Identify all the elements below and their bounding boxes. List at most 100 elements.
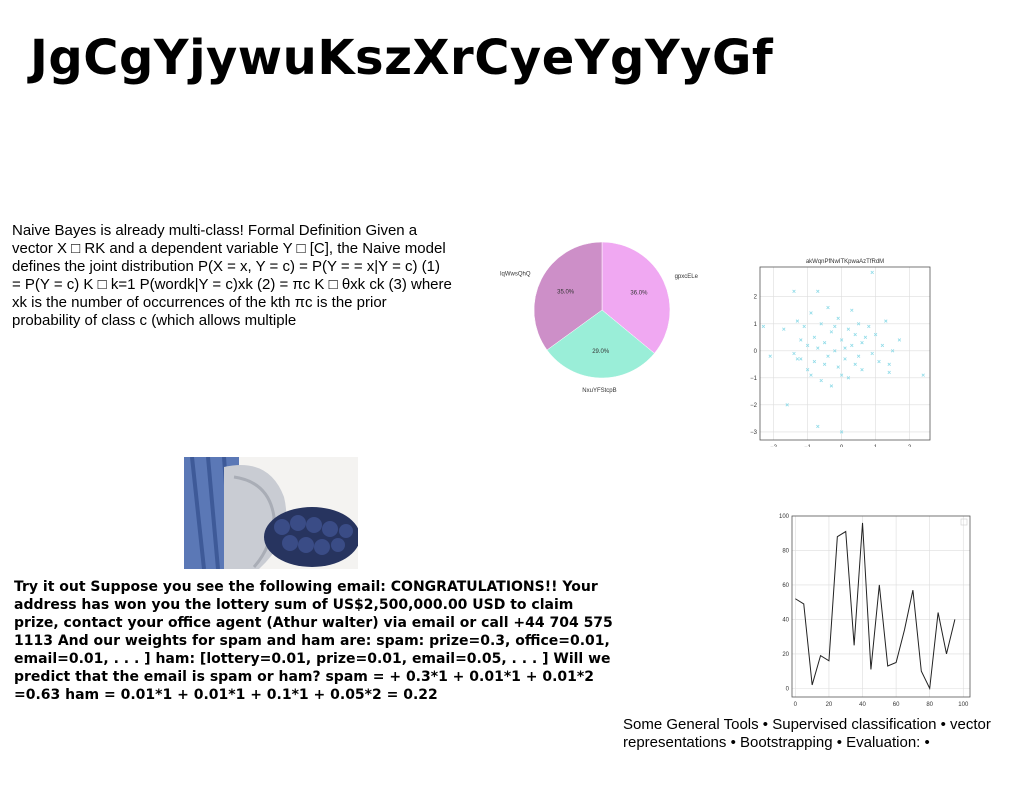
x-tick-label: −2 <box>770 445 778 447</box>
scatter-point <box>805 368 810 372</box>
y-tick-label: −3 <box>750 430 758 436</box>
scatter-point <box>836 365 840 369</box>
scatter-point <box>833 349 837 353</box>
scatter-chart: akWqnPfNwITKpwaAzTfRdM −2 −1 0 1 2 −3 −2 −1 0 1 2 <box>750 259 931 447</box>
scatter-point <box>846 327 851 331</box>
pie-category-label: gpxcELe <box>675 274 699 280</box>
scatter-point <box>799 338 803 342</box>
y-tick-label: 60 <box>782 583 789 589</box>
x-tick-label: −1 <box>804 445 812 447</box>
scatter-point <box>853 332 857 337</box>
pie-value-label: 35.0% <box>557 289 575 295</box>
scatter-point <box>856 322 861 326</box>
scatter-point <box>768 354 772 358</box>
scatter-point <box>822 341 827 345</box>
x-tick-label: 40 <box>859 702 866 708</box>
scatter-point <box>839 373 844 377</box>
scatter-point <box>829 384 834 388</box>
y-tick-label: −1 <box>750 376 758 382</box>
scatter-point <box>853 362 857 366</box>
series-line <box>795 522 956 691</box>
scatter-point <box>805 343 810 348</box>
pie-slice <box>546 309 655 379</box>
scatter-point <box>856 354 861 358</box>
scatter-point <box>833 324 837 329</box>
y-tick-label: 20 <box>782 652 789 658</box>
line-chart: 0 20 40 60 80 100 0 20 40 60 80 100 <box>779 514 971 708</box>
spam-example-paragraph: Try it out Suppose you see the following… <box>14 579 613 703</box>
scatter-point <box>809 311 813 315</box>
scatter-point <box>877 359 881 364</box>
y-tick-label: 40 <box>782 617 789 623</box>
pie-category-label: lqWwsQhQ <box>500 272 531 278</box>
scatter-point <box>850 308 854 312</box>
slide-title: JgCgYjywuKszXrCyeYgYyGf <box>30 30 774 86</box>
scatter-point <box>812 335 817 339</box>
scatter-point <box>839 338 844 342</box>
scatter-point <box>870 270 874 275</box>
scatter-point <box>873 332 878 337</box>
x-tick-label: 2 <box>908 445 912 447</box>
scatter-point <box>761 324 766 329</box>
scarf-image <box>184 457 358 569</box>
y-tick-label: 80 <box>782 548 789 554</box>
scatter-point <box>890 349 895 353</box>
scatter-point <box>826 354 830 358</box>
pie-category-label: NxuYFStcpB <box>582 388 616 394</box>
general-tools-paragraph: Some General Tools • Supervised classifi… <box>623 716 991 751</box>
scatter-point <box>880 343 885 348</box>
pie-slice <box>533 241 603 351</box>
y-tick-label: −2 <box>750 403 758 409</box>
scatter-point <box>897 338 902 342</box>
scatter-point <box>860 341 864 345</box>
y-tick-label: 100 <box>779 514 790 520</box>
pie-chart: 36.0% gpxcELe 29.0% NxuYFStcpB 35.0% lqWwsQhQ <box>500 241 699 394</box>
scatter-point <box>887 362 891 366</box>
scatter-point <box>792 289 796 294</box>
pie-value-label: 36.0% <box>630 291 648 297</box>
scatter-frame <box>759 266 931 441</box>
scatter-point <box>884 319 888 323</box>
scatter-point <box>839 430 844 434</box>
scatter-point <box>816 424 820 429</box>
scatter-point <box>809 373 813 377</box>
scatter-point <box>795 357 800 361</box>
scatter-point <box>921 373 925 377</box>
line-frame <box>791 515 971 698</box>
scatter-point <box>822 362 827 366</box>
scatter-point <box>799 357 803 361</box>
scatter-point <box>816 346 820 350</box>
scatter-point <box>870 351 874 356</box>
x-tick-label: 20 <box>826 702 833 708</box>
scatter-point <box>836 316 840 321</box>
scatter-point <box>802 324 806 329</box>
scatter-title: akWqnPfNwITKpwaAzTfRdM <box>806 259 884 265</box>
x-tick-label: 0 <box>840 445 844 447</box>
legend-box <box>960 518 968 526</box>
y-tick-label: 1 <box>754 322 758 328</box>
scatter-point <box>819 322 823 326</box>
pie-slice <box>601 241 671 354</box>
scatter-point <box>843 357 847 361</box>
scatter-point <box>860 368 864 372</box>
scatter-point <box>819 378 823 383</box>
scatter-point <box>812 359 817 364</box>
scatter-point <box>843 346 847 350</box>
scatter-point <box>846 376 851 380</box>
scatter-point <box>867 324 871 329</box>
scatter-point <box>785 403 789 407</box>
x-tick-label: 80 <box>926 702 933 708</box>
scatter-point <box>826 305 830 310</box>
scatter-point <box>782 327 786 331</box>
scatter-point <box>795 319 800 323</box>
x-tick-label: 0 <box>794 702 798 708</box>
y-tick-label: 0 <box>786 686 790 692</box>
scatter-point <box>792 351 796 356</box>
y-tick-label: 0 <box>754 349 758 355</box>
scatter-point <box>816 289 820 294</box>
scatter-point <box>850 343 854 348</box>
x-tick-label: 100 <box>958 702 969 708</box>
scatter-point <box>887 370 891 375</box>
scatter-point <box>863 335 868 339</box>
naive-bayes-paragraph: Naive Bayes is already multi-class! Form… <box>12 222 452 329</box>
